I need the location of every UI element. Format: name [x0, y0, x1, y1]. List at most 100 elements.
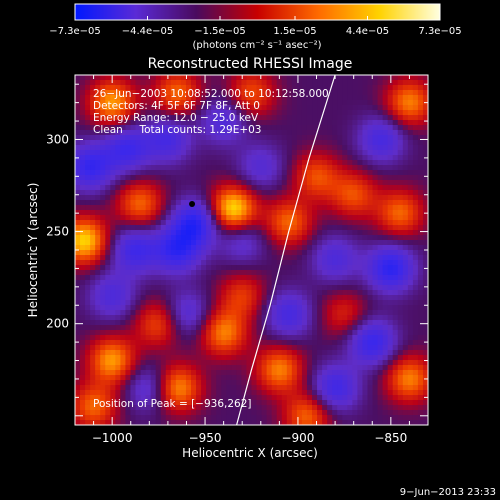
heatmap-cell	[216, 340, 222, 346]
heatmap-cell	[85, 220, 91, 226]
heatmap-cell	[422, 185, 428, 191]
heatmap-cell	[125, 240, 132, 246]
heatmap-cell	[367, 335, 374, 341]
heatmap-cell	[322, 410, 328, 416]
heatmap-cell	[402, 155, 409, 161]
heatmap-cell	[352, 325, 358, 331]
heatmap-cell	[392, 140, 399, 146]
heatmap-cell	[357, 155, 364, 161]
heatmap-cell	[206, 205, 212, 211]
heatmap-cell	[412, 265, 419, 271]
heatmap-cell	[362, 205, 369, 211]
heatmap-cell	[291, 160, 298, 166]
heatmap-cell	[221, 155, 227, 161]
heatmap-cell	[125, 395, 132, 401]
heatmap-cell	[256, 275, 263, 281]
heatmap-cell	[377, 410, 384, 416]
heatmap-cell	[332, 130, 338, 136]
heatmap-cell	[357, 275, 364, 281]
heatmap-cell	[256, 215, 263, 221]
heatmap-cell	[296, 130, 303, 136]
heatmap-cell	[105, 100, 111, 106]
heatmap-cell	[180, 110, 187, 116]
heatmap-cell	[185, 170, 192, 176]
heatmap-cell	[306, 135, 313, 141]
heatmap-cell	[85, 190, 91, 196]
heatmap-cell	[231, 265, 237, 271]
heatmap-cell	[362, 350, 369, 356]
heatmap-cell	[271, 135, 278, 141]
heatmap-cell	[110, 315, 116, 321]
heatmap-cell	[251, 195, 258, 201]
heatmap-cell	[317, 325, 323, 331]
heatmap-cell	[110, 400, 116, 406]
heatmap-cell	[312, 395, 318, 401]
heatmap-cell	[170, 240, 177, 246]
heatmap-cell	[362, 315, 369, 321]
heatmap-cell	[362, 345, 369, 351]
heatmap-cell	[216, 185, 222, 191]
heatmap-cell	[256, 130, 263, 136]
heatmap-cell	[342, 155, 348, 161]
heatmap-cell	[251, 85, 258, 91]
heatmap-cell	[155, 215, 162, 221]
heatmap-cell	[347, 300, 353, 306]
heatmap-cell	[100, 405, 106, 411]
heatmap-cell	[216, 330, 222, 336]
heatmap-cell	[175, 240, 182, 246]
heatmap-cell	[221, 135, 227, 141]
heatmap-cell	[221, 200, 227, 206]
heatmap-cell	[241, 280, 248, 286]
heatmap-cell	[226, 405, 232, 411]
heatmap-cell	[115, 200, 121, 206]
heatmap-cell	[100, 95, 106, 101]
heatmap-cell	[125, 295, 132, 301]
heatmap-cell	[105, 130, 111, 136]
heatmap-cell	[422, 365, 428, 371]
heatmap-cell	[271, 125, 278, 131]
heatmap-cell	[337, 365, 343, 371]
heatmap-cell	[332, 120, 338, 126]
heatmap-cell	[286, 215, 293, 221]
heatmap-cell	[362, 380, 369, 386]
heatmap-cell	[170, 160, 177, 166]
heatmap-cell	[317, 185, 323, 191]
heatmap-cell	[75, 140, 81, 146]
heatmap-cell	[362, 175, 369, 181]
heatmap-cell	[125, 260, 132, 266]
heatmap-cell	[231, 320, 237, 326]
heatmap-cell	[85, 235, 91, 241]
heatmap-cell	[357, 235, 364, 241]
heatmap-cell	[211, 235, 217, 241]
heatmap-cell	[281, 400, 288, 406]
heatmap-cell	[135, 345, 142, 351]
heatmap-cell	[165, 265, 172, 271]
heatmap-cell	[105, 340, 111, 346]
heatmap-cell	[150, 315, 157, 321]
heatmap-cell	[322, 320, 328, 326]
heatmap-cell	[241, 295, 248, 301]
heatmap-cell	[185, 275, 192, 281]
heatmap-cell	[140, 100, 147, 106]
heatmap-cell	[271, 315, 278, 321]
heatmap-cell	[271, 305, 278, 311]
heatmap-cell	[85, 260, 91, 266]
heatmap-cell	[392, 305, 399, 311]
heatmap-cell	[211, 135, 217, 141]
heatmap-cell	[150, 325, 157, 331]
heatmap-cell	[190, 105, 197, 111]
heatmap-cell	[402, 355, 409, 361]
heatmap-cell	[266, 310, 273, 316]
heatmap-cell	[402, 305, 409, 311]
heatmap-cell	[367, 295, 374, 301]
heatmap-cell	[407, 170, 414, 176]
heatmap-cell	[301, 310, 308, 316]
heatmap-cell	[236, 250, 243, 256]
heatmap-cell	[130, 400, 137, 406]
heatmap-cell	[412, 145, 419, 151]
heatmap-cell	[327, 305, 333, 311]
heatmap-cell	[266, 205, 273, 211]
heatmap-cell	[190, 135, 197, 141]
heatmap-cell	[281, 365, 288, 371]
